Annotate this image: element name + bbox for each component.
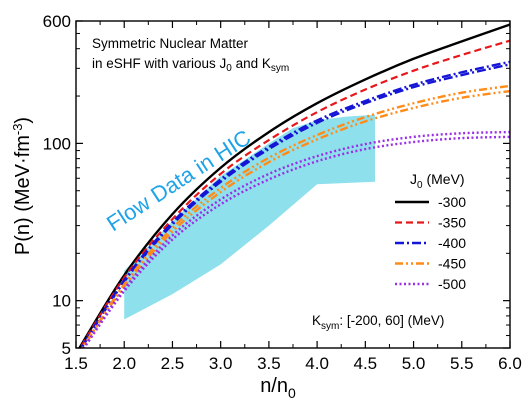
x-tick-label: 4.0 (305, 354, 329, 373)
x-tick-label: 1.5 (64, 354, 88, 373)
y-tick-label: 100 (43, 134, 71, 153)
legend-label--500: -500 (438, 276, 466, 292)
flow-data-band-layer (124, 114, 375, 320)
y-tick-label: 10 (52, 292, 71, 311)
legend-label--300: -300 (438, 194, 466, 210)
x-tick-label: 6.0 (498, 354, 522, 373)
series-line--400-lower (80, 63, 510, 348)
annotation-line-1: Symmetric Nuclear Matter (92, 36, 249, 51)
series-line--300-lower (78, 23, 510, 348)
legend-items: -300 -350 -400 -450 -500 (395, 194, 466, 292)
x-tick-label: 3.5 (257, 354, 281, 373)
x-tick-label: 5.0 (402, 354, 426, 373)
series-line--400-upper (79, 60, 510, 348)
y-tick-label: 5 (62, 339, 71, 358)
x-axis-title: n/n0 (260, 375, 296, 401)
series-line--350-lower (79, 39, 510, 348)
x-tick-label: 4.5 (354, 354, 378, 373)
series-line--450-lower (81, 89, 510, 348)
x-tick-label: 2.5 (161, 354, 185, 373)
legend-label--350: -350 (438, 215, 466, 231)
x-tick-label: 2.0 (112, 354, 136, 373)
legend-title: J0 (MeV) (410, 171, 465, 191)
ksym-note: Ksym: [-200, 60] (MeV) (312, 313, 444, 332)
series-line--450-upper (81, 84, 510, 348)
x-tick-label: 5.5 (450, 354, 474, 373)
series-layer (78, 23, 510, 348)
x-tick-label: 3.0 (209, 354, 233, 373)
series-line--500-upper (82, 130, 510, 348)
y-axis-title: P(n) (MeV·fm-3) (10, 117, 34, 255)
legend-label--400: -400 (438, 235, 466, 251)
annotation-line-2: in eSHF with various J0 and Ksym (92, 56, 289, 74)
legend: J0 (MeV) -300 -350 -400 -450 -500 (395, 171, 466, 292)
y-tick-label: 600 (43, 12, 71, 31)
tick-layer: 1.5 2.0 2.5 3.0 3.5 4.0 4.5 5.0 5.5 6.0 5 10 100 600 (43, 12, 522, 373)
legend-label--450: -450 (438, 256, 466, 272)
flow-data-band (124, 114, 375, 320)
series-line--500-lower (82, 135, 510, 348)
